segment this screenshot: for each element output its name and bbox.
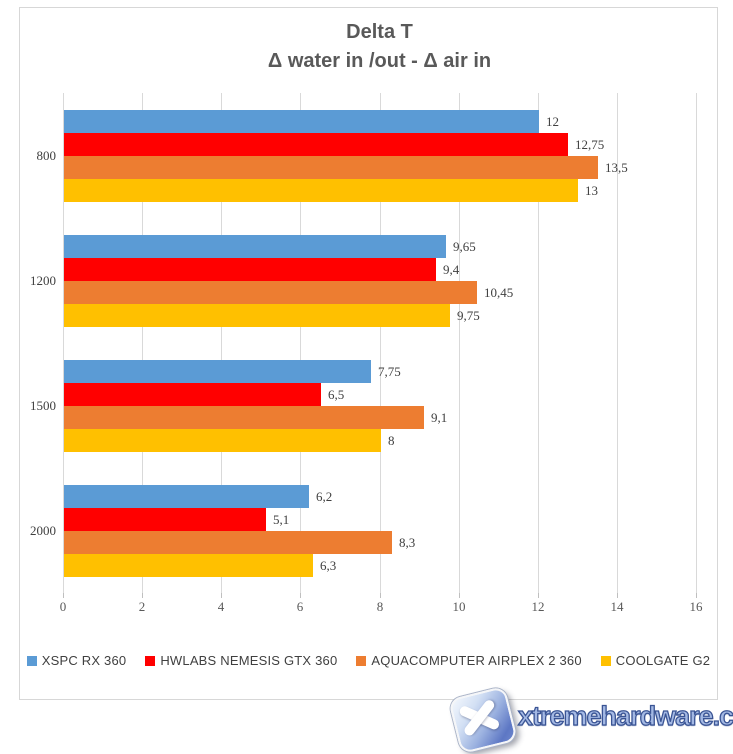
gridline <box>538 93 539 593</box>
axis-tick <box>221 593 222 598</box>
bar-value-label: 6,2 <box>316 489 333 504</box>
bar-value-label: 5,1 <box>273 512 290 527</box>
bar <box>64 156 598 179</box>
bar-value-label: 12,75 <box>575 137 605 152</box>
bar-value-label: 7,75 <box>378 364 401 379</box>
x-axis-label: 6 <box>296 599 304 614</box>
axis-tick <box>380 593 381 598</box>
legend-label: XSPC RX 360 <box>41 653 127 668</box>
legend-swatch-icon <box>26 655 37 666</box>
bar <box>64 235 446 258</box>
watermark: xtremehardware.com <box>440 685 733 754</box>
axis-tick <box>696 593 697 598</box>
x-axis-label: 2 <box>138 599 146 614</box>
x-axis-label: 10 <box>452 599 466 614</box>
bar <box>64 429 381 452</box>
category-label: 1200 <box>30 273 56 288</box>
category-label: 800 <box>36 148 57 163</box>
x-axis-label: 16 <box>689 599 703 614</box>
legend-label: AQUACOMPUTER AIRPLEX 2 360 <box>371 653 582 668</box>
bar-value-label: 13,5 <box>605 160 628 175</box>
bar <box>64 179 578 202</box>
axis-tick <box>459 593 460 598</box>
legend: XSPC RX 360 HWLABS NEMESIS GTX 360 AQUACOM… <box>20 653 717 668</box>
bar-value-label: 12 <box>546 114 559 129</box>
x-axis-label: 0 <box>59 599 67 614</box>
bar-value-label: 13 <box>585 183 598 198</box>
bar-group-2000: 6,2 5,1 8,3 6,3 <box>63 485 697 577</box>
bar <box>64 304 450 327</box>
legend-item: AQUACOMPUTER AIRPLEX 2 360 <box>356 653 582 668</box>
bar <box>64 360 371 383</box>
axis-tick <box>142 593 143 598</box>
gridline <box>142 93 143 593</box>
legend-swatch-icon <box>356 655 367 666</box>
gridline <box>459 93 460 593</box>
gridline <box>380 93 381 593</box>
gridline <box>63 93 64 593</box>
bar <box>64 554 313 577</box>
x-axis-label: 4 <box>217 599 225 614</box>
bar-value-label: 6,3 <box>320 558 337 573</box>
bar <box>64 508 266 531</box>
category-label: 2000 <box>30 523 56 538</box>
bar <box>64 406 424 429</box>
bar-value-label: 9,4 <box>443 262 460 277</box>
bar <box>64 133 568 156</box>
bar-value-label: 9,1 <box>431 410 448 425</box>
bar-value-label: 6,5 <box>328 387 345 402</box>
bar <box>64 531 392 554</box>
x-badge-icon <box>448 685 518 754</box>
chart-title: Delta T Δ water in /out - Δ air in <box>63 18 696 76</box>
axis-tick <box>617 593 618 598</box>
gridline <box>300 93 301 593</box>
bar-group-1500: 7,75 6,5 9,1 8 <box>63 360 697 452</box>
legend-item: HWLABS NEMESIS GTX 360 <box>145 653 337 668</box>
bar <box>64 383 321 406</box>
bar <box>64 281 477 304</box>
bar-value-label: 9,75 <box>457 308 480 323</box>
x-axis-label: 12 <box>531 599 545 614</box>
bar-value-label: 9,65 <box>453 239 476 254</box>
bar-value-label: 10,45 <box>484 285 514 300</box>
legend-item: COOLGATE G2 <box>600 653 711 668</box>
chart-title-line1: Delta T <box>346 21 413 43</box>
gridline <box>221 93 222 593</box>
bar <box>64 258 436 281</box>
bar-value-label: 8,3 <box>399 535 416 550</box>
legend-swatch-icon <box>600 655 611 666</box>
watermark-text: xtremehardware.com <box>517 700 733 731</box>
axis-tick <box>538 593 539 598</box>
x-axis-label: 8 <box>376 599 384 614</box>
legend-label: COOLGATE G2 <box>615 653 711 668</box>
gridline <box>696 93 697 593</box>
bar <box>64 110 539 133</box>
legend-label: HWLABS NEMESIS GTX 360 <box>160 653 338 668</box>
bar-group-800: 12 12,75 13,5 13 <box>63 110 697 202</box>
x-axis-label: 14 <box>610 599 624 614</box>
chart-title-line2: Δ water in /out - Δ air in <box>267 50 492 72</box>
bar-group-1200: 9,65 9,4 10,45 9,75 <box>63 235 697 327</box>
gridline <box>617 93 618 593</box>
legend-swatch-icon <box>145 655 156 666</box>
axis-tick <box>300 593 301 598</box>
axis-tick <box>63 593 64 598</box>
bar <box>64 485 309 508</box>
category-label: 1500 <box>30 398 56 413</box>
legend-item: XSPC RX 360 <box>26 653 127 668</box>
plot-area: 12 12,75 13,5 13 9,65 9,4 10,45 9,75 7,75 6,5 9,1 8… <box>63 93 697 593</box>
bar-value-label: 8 <box>388 433 395 448</box>
